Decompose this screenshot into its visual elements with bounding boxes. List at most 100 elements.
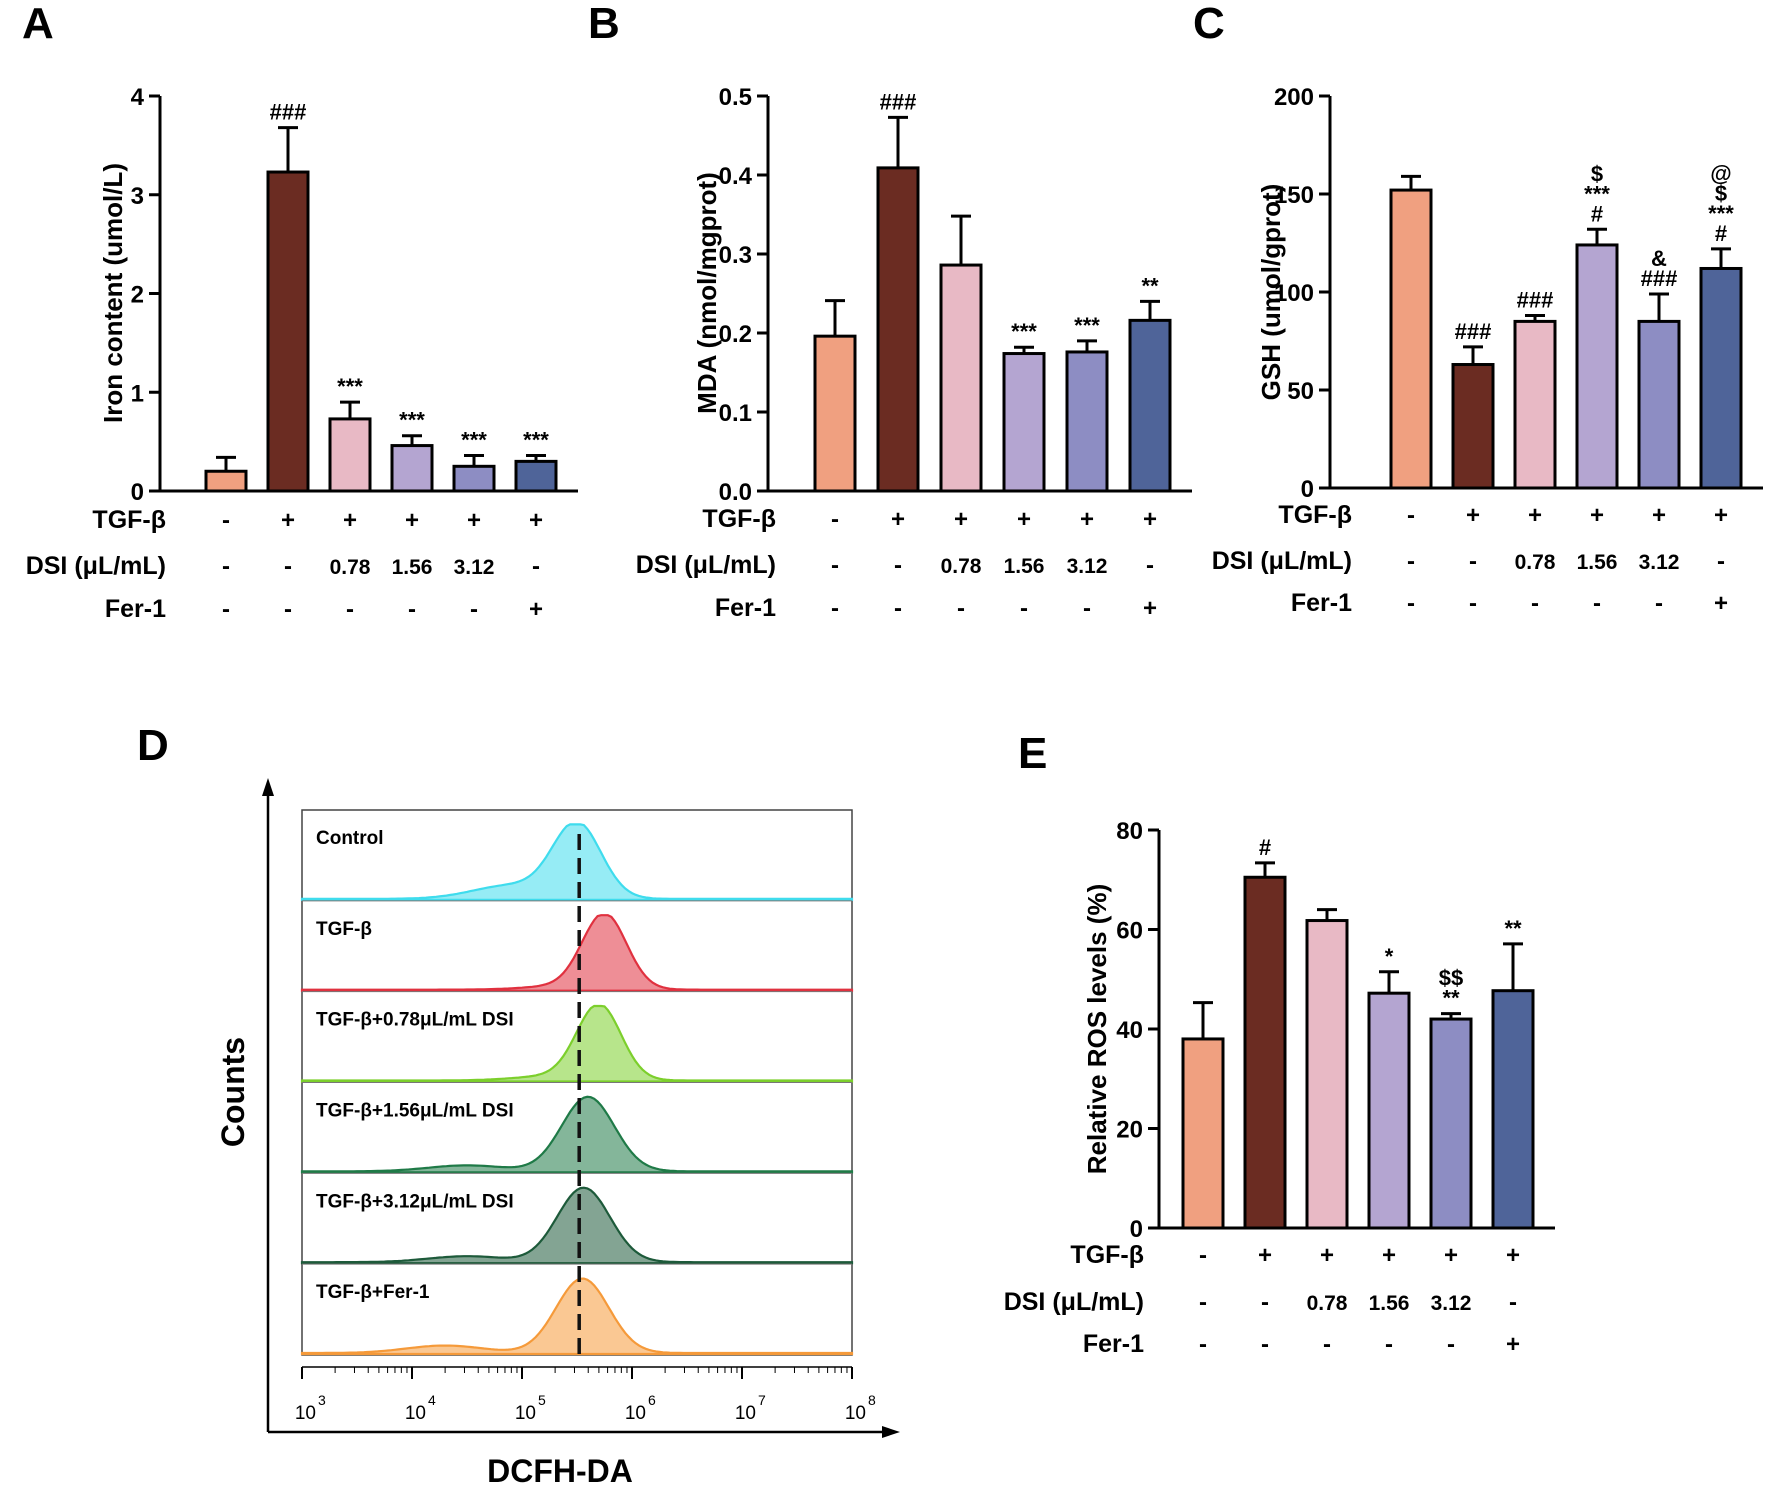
bar <box>1491 989 1535 1230</box>
y-axis-title: GSH (umol/gprot) <box>1256 184 1286 401</box>
significance-label: *** <box>523 427 549 452</box>
treatment-cell: + <box>1080 506 1094 533</box>
panel-label: C <box>1193 0 1225 48</box>
treatment-cell: 0.78 <box>1515 551 1556 574</box>
bar <box>204 469 248 493</box>
bar <box>876 166 920 493</box>
treatment-cell: + <box>891 506 905 533</box>
treatment-cell: + <box>1258 1242 1272 1269</box>
panel-label: E <box>1018 729 1047 778</box>
treatment-row-label: TGF-β <box>92 506 166 534</box>
significance-label: ### <box>1641 266 1678 291</box>
treatment-cell: - <box>894 552 902 579</box>
treatment-cell: + <box>343 507 357 534</box>
histogram-label: Control <box>316 828 384 849</box>
significance-label: $$ <box>1439 966 1463 991</box>
treatment-cell: - <box>1261 1289 1269 1316</box>
y-tick-label: 200 <box>1274 84 1314 111</box>
y-tick-label: 0.2 <box>719 321 752 348</box>
significance-label: * <box>1385 944 1394 969</box>
treatment-cell: - <box>831 506 839 533</box>
x-tick-exponent: 5 <box>538 1392 546 1408</box>
bar <box>390 444 434 493</box>
y-tick-label: 20 <box>1116 1117 1143 1144</box>
treatment-cell: + <box>1506 1331 1520 1358</box>
x-tick-exponent: 4 <box>428 1392 436 1408</box>
histogram-label: TGF-β <box>316 919 372 940</box>
significance-label: ### <box>1455 319 1492 344</box>
y-tick-label: 1 <box>131 380 144 407</box>
bar <box>452 464 496 493</box>
y-tick-label: 80 <box>1116 818 1143 845</box>
y-tick-label: 0 <box>131 479 144 506</box>
y-tick-label: 40 <box>1116 1017 1143 1044</box>
significance-label: *** <box>461 427 487 452</box>
panel-d-histograms: D Counts DCFH-DA Control TGF-β TGF-β+0.78μL/m… <box>137 721 900 1488</box>
treatment-cell: + <box>1382 1242 1396 1269</box>
treatment-cell: - <box>408 596 416 623</box>
treatment-cell: + <box>1143 595 1157 622</box>
bar <box>1429 1017 1473 1230</box>
treatment-cell: - <box>222 553 230 580</box>
significance-label: *** <box>399 408 425 433</box>
y-axis-title: Counts <box>215 1037 251 1147</box>
treatment-cell: - <box>470 596 478 623</box>
histogram-curve <box>300 914 854 992</box>
treatment-cell: - <box>1469 548 1477 575</box>
treatment-cell: + <box>1466 502 1480 529</box>
bar <box>1367 991 1411 1230</box>
treatment-row-label: DSI (μL/mL) <box>1212 547 1352 575</box>
y-tick-label: 0 <box>1130 1216 1143 1243</box>
treatment-cell: - <box>1509 1289 1517 1316</box>
treatment-cell: - <box>222 507 230 534</box>
treatment-cell: - <box>831 552 839 579</box>
significance-label: # <box>1591 201 1603 226</box>
significance-label: *** <box>1074 313 1100 338</box>
significance-label: *** <box>1708 201 1734 226</box>
panel-label: B <box>588 0 620 48</box>
y-tick-label: 50 <box>1287 378 1314 405</box>
bar <box>1513 319 1557 490</box>
bar <box>1389 188 1433 490</box>
x-tick-exponent: 6 <box>648 1392 656 1408</box>
panel-label: D <box>137 721 169 770</box>
significance-label: # <box>1259 835 1271 860</box>
histogram-label: TGF-β+0.78μL/mL DSI <box>316 1010 514 1031</box>
treatment-cell: + <box>1528 502 1542 529</box>
treatment-cell: - <box>1385 1331 1393 1358</box>
bar <box>1575 243 1619 490</box>
treatment-cell: - <box>1407 590 1415 617</box>
significance-label: *** <box>1011 319 1037 344</box>
treatment-cell: - <box>1655 590 1663 617</box>
y-axis-arrowhead <box>262 778 274 796</box>
significance-label: ### <box>1517 288 1554 313</box>
treatment-cell: + <box>1506 1242 1520 1269</box>
x-tick-exponent: 8 <box>868 1392 876 1408</box>
significance-label: ** <box>1504 916 1522 941</box>
treatment-cell: 3.12 <box>454 556 495 579</box>
significance-label: # <box>1715 221 1727 246</box>
treatment-cell: 0.78 <box>330 556 371 579</box>
bar <box>1451 363 1495 490</box>
treatment-cell: - <box>1199 1289 1207 1316</box>
y-tick-label: 3 <box>131 183 144 210</box>
treatment-cell: - <box>532 553 540 580</box>
significance-label: *** <box>337 374 363 399</box>
treatment-cell: - <box>346 596 354 623</box>
treatment-cell: + <box>1444 1242 1458 1269</box>
treatment-cell: - <box>1020 595 1028 622</box>
y-tick-label: 0.4 <box>719 163 753 190</box>
significance-label: ### <box>270 100 307 125</box>
treatment-cell: - <box>1199 1331 1207 1358</box>
x-tick-label: 10 <box>405 1403 426 1424</box>
y-tick-label: 150 <box>1274 182 1314 209</box>
treatment-cell: + <box>467 507 481 534</box>
treatment-cell: 3.12 <box>1639 551 1680 574</box>
treatment-cell: + <box>1320 1242 1334 1269</box>
treatment-cell: + <box>954 506 968 533</box>
x-tick-label: 10 <box>515 1403 536 1424</box>
treatment-cell: + <box>529 507 543 534</box>
treatment-cell: 1.56 <box>392 556 433 579</box>
treatment-cell: + <box>405 507 419 534</box>
